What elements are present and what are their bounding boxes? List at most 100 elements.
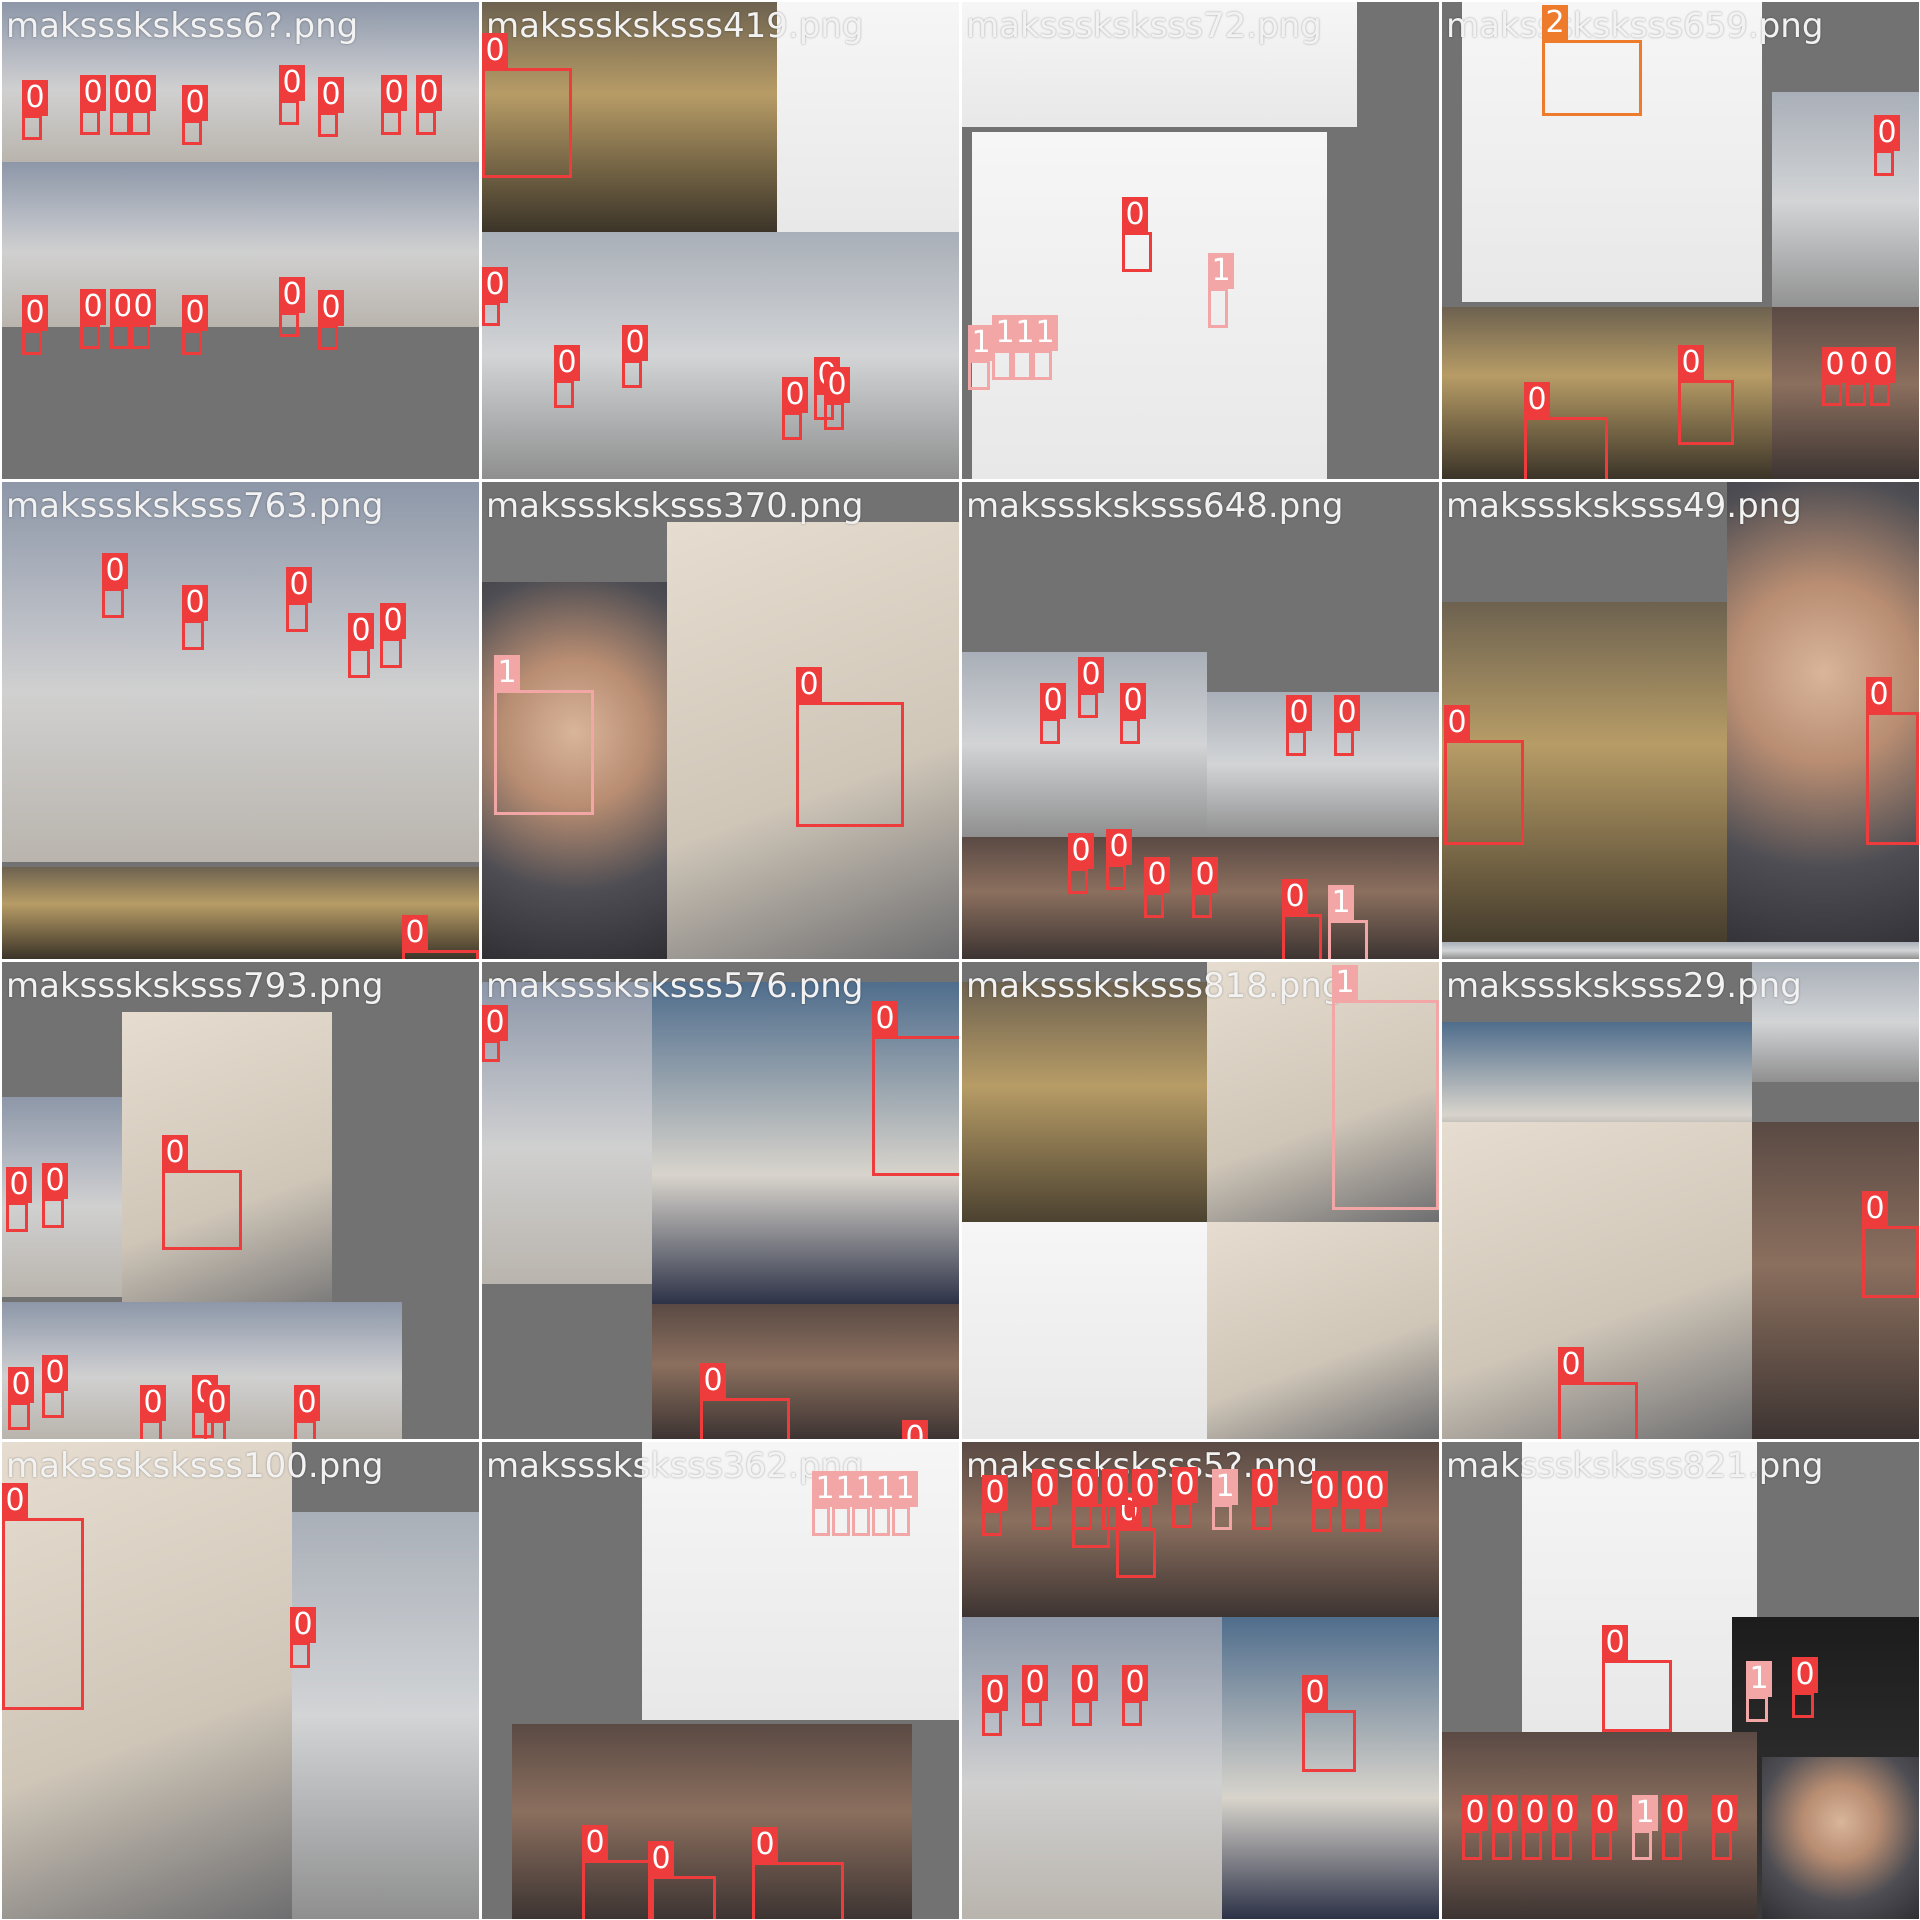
- mosaic-photo: [777, 232, 959, 479]
- detection-box: 0: [279, 65, 305, 125]
- detection-box: 1: [832, 1471, 858, 1536]
- detection-box: 0: [782, 377, 808, 440]
- mosaic-tile: maksssksksss29.png 0 0: [1442, 962, 1919, 1439]
- detection-box: 0: [2, 1483, 84, 1710]
- detection-box: 0: [796, 667, 904, 827]
- detection-box: 1: [992, 315, 1018, 380]
- detection-class-label: 0: [1106, 829, 1132, 865]
- detection-class-label: 1: [1032, 315, 1058, 351]
- detection-box: 0: [1072, 1469, 1098, 1530]
- detection-class-label: 0: [1102, 1469, 1128, 1505]
- mosaic-photo: [652, 982, 959, 1304]
- detection-box: 1: [1032, 315, 1058, 380]
- detection-box: 0: [1362, 1471, 1388, 1532]
- detection-box: 0: [22, 295, 48, 355]
- mosaic-photo: [1752, 1122, 1919, 1439]
- mosaic-photo: [1207, 962, 1439, 1222]
- mosaic-tile: maksssksksss100.png 0 0: [2, 1442, 479, 1919]
- detection-class-label: 0: [554, 345, 580, 381]
- detection-box: 0: [1144, 857, 1170, 918]
- detection-box: 0: [1252, 1469, 1278, 1530]
- detection-class-label: 0: [1192, 857, 1218, 893]
- detection-box: 0: [1106, 829, 1132, 890]
- detection-class-label: 0: [294, 1385, 320, 1421]
- detection-class-label: 0: [2, 1483, 28, 1519]
- detection-box: 1: [1328, 885, 1368, 959]
- detection-box: 0: [80, 289, 106, 349]
- detection-box: 0: [1116, 1493, 1156, 1578]
- detection-class-label: 1: [494, 655, 520, 691]
- mosaic-photo: [482, 582, 667, 959]
- detection-box: 0: [1334, 695, 1360, 756]
- tile-filename: maksssksksss419.png: [486, 6, 864, 46]
- mosaic-tile: maksssksksss763.png 0 0 0 0 0 0: [2, 482, 479, 959]
- detection-box: 1: [1208, 253, 1234, 328]
- detection-class-label: 1: [892, 1471, 918, 1507]
- tile-filename: maksssksksss49.png: [1446, 486, 1802, 526]
- detection-box: 0: [204, 1385, 230, 1439]
- detection-class-label: 0: [796, 667, 822, 703]
- detection-class-label: 0: [1866, 677, 1892, 713]
- detection-box: 0: [1552, 1795, 1578, 1860]
- mosaic-photo: [1762, 1757, 1919, 1919]
- detection-class-label: 0: [348, 613, 374, 649]
- detection-class-label: 0: [982, 1475, 1008, 1511]
- detection-box: 0: [648, 1841, 716, 1919]
- mosaic-photo: [2, 1302, 402, 1439]
- detection-box: 0: [130, 75, 156, 135]
- detection-box: 1: [812, 1471, 838, 1536]
- detection-class-label: 0: [1592, 1795, 1618, 1831]
- detection-box: 0: [1120, 683, 1146, 744]
- mosaic-tile: maksssksksss72.png 0 1 1 1 1 1: [962, 2, 1439, 479]
- detection-class-label: 0: [1132, 1469, 1158, 1505]
- detection-class-label: 0: [1334, 695, 1360, 731]
- detection-box: 0: [381, 75, 407, 135]
- mosaic-tile: maksssksksss49.png 0 0: [1442, 482, 1919, 959]
- detection-class-label: 0: [80, 75, 106, 111]
- detection-class-label: 0: [1286, 695, 1312, 731]
- detection-box: 1: [494, 655, 594, 815]
- detection-class-label: 0: [1252, 1469, 1278, 1505]
- detection-class-label: 0: [1122, 197, 1148, 233]
- detection-class-label: 0: [290, 1607, 316, 1643]
- detection-class-label: 0: [1524, 382, 1550, 418]
- detection-box: 0: [1602, 1625, 1672, 1732]
- detection-class-label: 0: [582, 1825, 608, 1861]
- detection-class-label: 0: [1874, 115, 1900, 151]
- detection-box: 0: [1492, 1795, 1518, 1860]
- detection-class-label: 0: [1172, 1467, 1198, 1503]
- detection-box: 0: [1678, 345, 1734, 445]
- mosaic-photo: [962, 1617, 1222, 1919]
- detection-box: 0: [1122, 1665, 1148, 1726]
- detection-class-label: 0: [1144, 857, 1170, 893]
- detection-class-label: 0: [1362, 1471, 1388, 1507]
- detection-class-label: 0: [1312, 1471, 1338, 1507]
- detection-class-label: 0: [1822, 347, 1848, 383]
- detection-class-label: 2: [1542, 5, 1568, 41]
- detection-class-label: 0: [902, 1420, 928, 1439]
- detection-box: 0: [1522, 1795, 1548, 1860]
- mosaic-photo: [1207, 692, 1439, 837]
- detection-class-label: 0: [318, 290, 344, 326]
- detection-class-label: 0: [182, 295, 208, 331]
- detection-box: 0: [318, 77, 344, 137]
- detection-class-label: 0: [6, 1167, 32, 1203]
- mosaic-photo: [652, 1304, 959, 1439]
- detection-box: 0: [6, 1167, 32, 1232]
- detection-class-label: 1: [1212, 1469, 1238, 1505]
- detection-box: 0: [110, 289, 136, 349]
- detection-box: 0: [102, 553, 128, 618]
- detection-box: 0: [1302, 1675, 1356, 1772]
- mosaic-tile: maksssksksss576.png 0 0 0 0: [482, 962, 959, 1439]
- detection-box: 0: [1558, 1347, 1638, 1439]
- detection-class-label: 0: [1462, 1795, 1488, 1831]
- detection-box: 1: [1746, 1661, 1772, 1722]
- tile-filename: maksssksksss659.png: [1446, 6, 1824, 46]
- detection-box: 0: [1022, 1665, 1048, 1726]
- mosaic-photo: [962, 1222, 1207, 1439]
- detection-box: 0: [182, 585, 208, 650]
- detection-class-label: 0: [482, 33, 508, 69]
- detection-box: 0: [982, 1675, 1008, 1736]
- detection-box: 0: [1132, 1469, 1158, 1530]
